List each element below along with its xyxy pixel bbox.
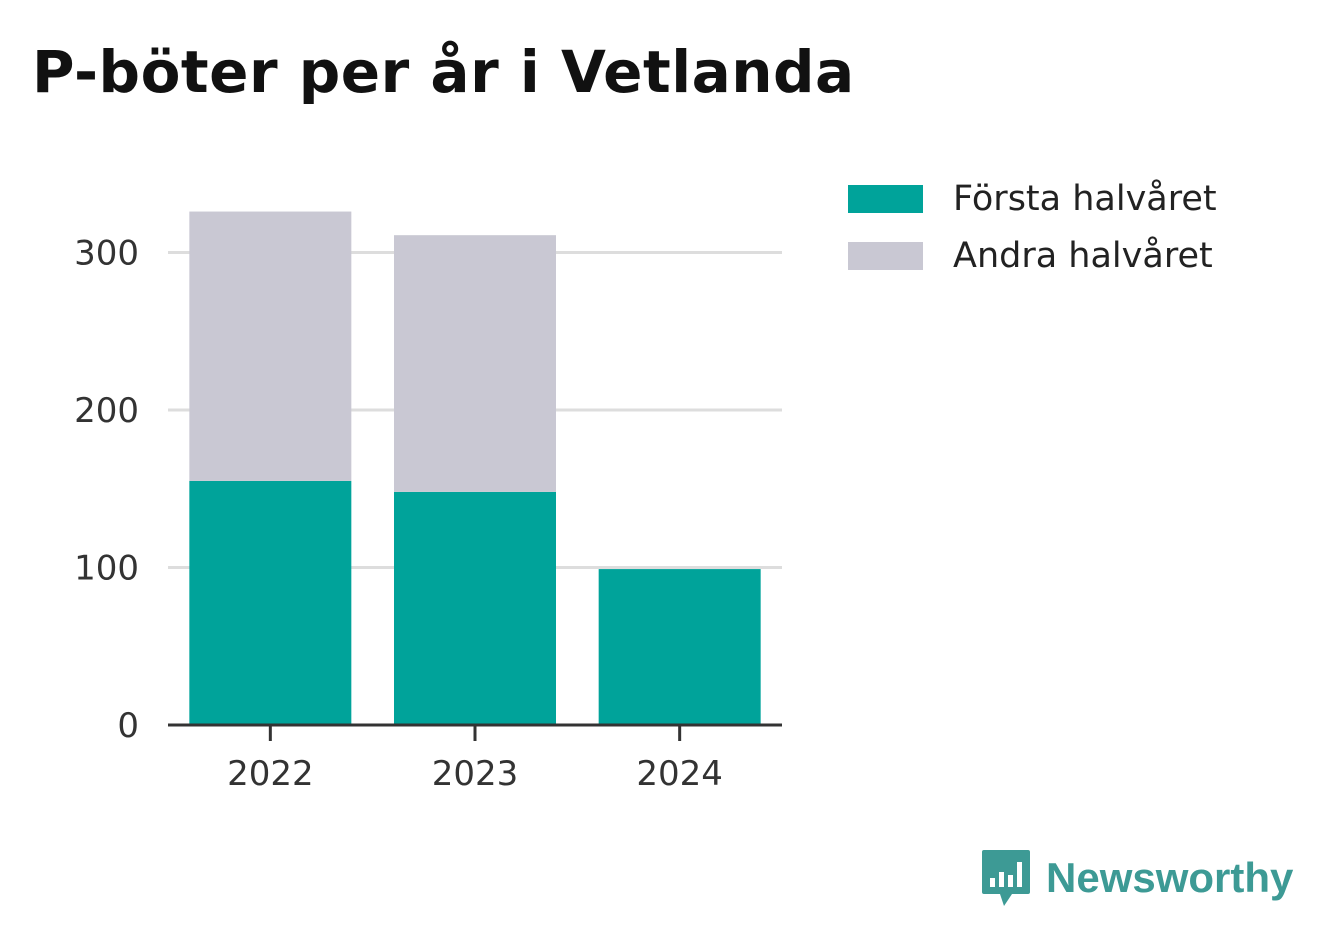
tick-labels: 0 100 200 300 2022 2023 2024 — [74, 234, 723, 795]
x-tick-label-2022: 2022 — [227, 754, 314, 794]
bar-chart: 0 100 200 300 2022 2023 2024 — [74, 211, 782, 795]
x-tick-label-2024: 2024 — [636, 754, 723, 794]
bar-2022-series-2 — [189, 211, 352, 481]
legend-swatch-second-half — [848, 241, 923, 270]
x-tick-label-2023: 2023 — [432, 754, 519, 794]
bars — [189, 211, 761, 725]
legend-item-second-half: Andra halvåret — [848, 227, 1217, 284]
newsworthy-logo: Newsworthy — [980, 848, 1293, 908]
y-tick-label-300: 300 — [74, 234, 139, 274]
legend-label-first-half: Första halvåret — [953, 178, 1217, 219]
y-tick-label-0: 0 — [117, 706, 139, 746]
axes — [168, 723, 782, 741]
chart-title: P-böter per år i Vetlanda — [32, 38, 855, 106]
bar-2024-series-1 — [598, 569, 761, 725]
bar-2022-series-1 — [189, 480, 352, 725]
y-tick-label-100: 100 — [74, 549, 139, 589]
y-tick-label-200: 200 — [74, 391, 139, 431]
legend-item-first-half: Första halvåret — [848, 170, 1217, 227]
bar-2023-series-1 — [394, 491, 556, 725]
brand-name: Newsworthy — [1046, 854, 1294, 901]
bar-2023-series-2 — [394, 235, 556, 492]
newsworthy-icon — [982, 850, 1030, 906]
legend: Första halvåret Andra halvåret — [848, 170, 1217, 284]
legend-label-second-half: Andra halvåret — [953, 235, 1213, 276]
legend-swatch-first-half — [848, 184, 923, 213]
